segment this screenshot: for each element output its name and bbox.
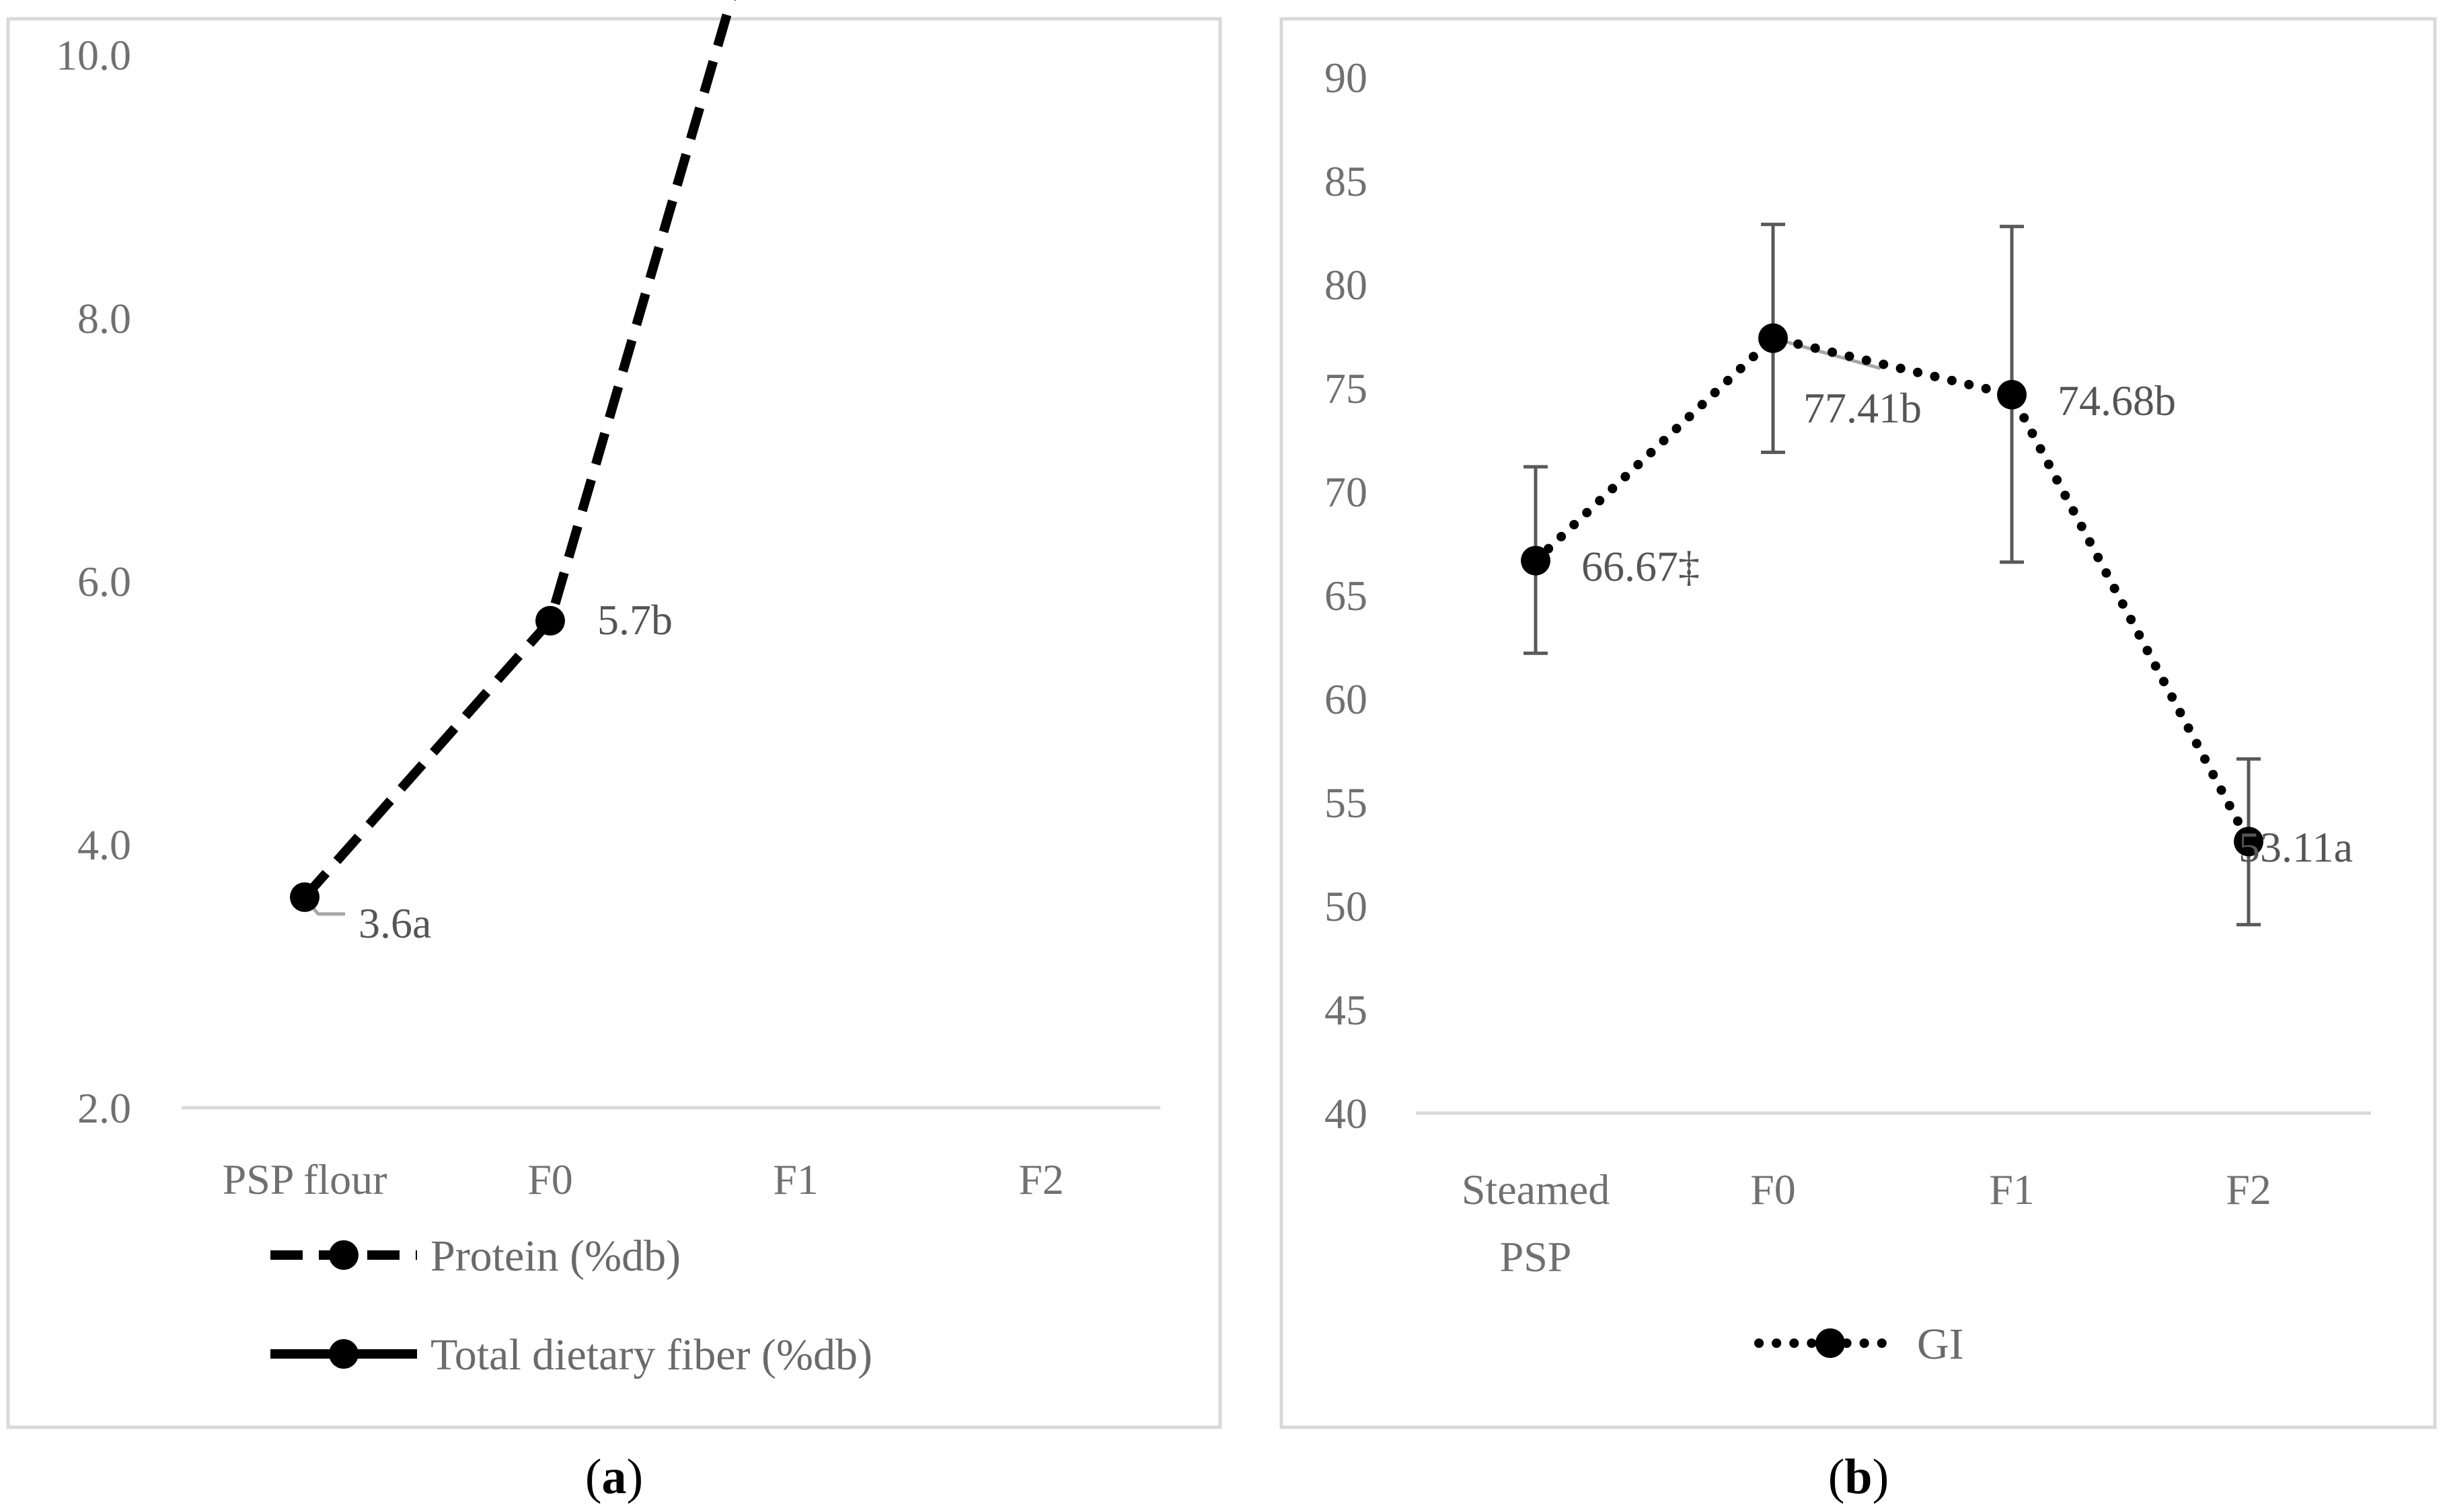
panel-b-frame (1279, 17, 2437, 1429)
panel-b-y-ticks: 40 45 50 55 60 65 70 75 80 85 90 (1324, 54, 1367, 1137)
panel-b-caption: (b) (1828, 1449, 1889, 1505)
panel-b-y-tick-90: 90 (1324, 54, 1367, 102)
panel-b-y-tick-85: 85 (1324, 157, 1367, 205)
panel-b-y-tick-70: 70 (1324, 468, 1367, 516)
panel-a-x-tick-psp-flour: PSP flour (223, 1156, 387, 1203)
panel-a-points (290, 605, 565, 912)
panel-b-y-tick-50: 50 (1324, 882, 1367, 930)
panel-b-data-labels: 66.67‡ 77.41b 74.68b 53.11a (1581, 377, 2353, 871)
panel-b-point-f1 (1997, 379, 2027, 410)
panel-a-point-protein-db-psp-flour (290, 882, 319, 912)
panel-b-point-f2 (2234, 827, 2263, 857)
panel-b-x-tick-f2: F2 (2226, 1166, 2271, 1213)
panel-b-label-f0: 77.41b (1803, 384, 1922, 432)
panel-a-leader-lines (303, 896, 345, 916)
panel-b-points (1521, 323, 2263, 857)
panel-a-point-protein-db-f0 (535, 605, 565, 636)
panel-b-line-gi (1531, 333, 2253, 847)
panel-b-leader-lines (1772, 336, 1881, 371)
panel-a-x-tick-f2: F2 (1018, 1156, 1064, 1203)
panel-b-label-steamed-psp: 66.67‡ (1581, 543, 1700, 591)
legend-protein-label: Protein (%db) (430, 1232, 681, 1281)
panel-a-y-tick-8-0: 8.0 (77, 295, 131, 342)
panel-b-y-tick-65: 65 (1324, 572, 1367, 619)
panel-b-y-tick-60: 60 (1324, 675, 1367, 723)
panel-a-series-lines (301, 0, 737, 901)
panel-b-x-tick-f1: F1 (1989, 1166, 2035, 1213)
panel-a-label-protein-db-f0: 5.7b (597, 596, 673, 644)
legend-gi-label: GI (1917, 1320, 1964, 1369)
legend-fiber-marker-icon (329, 1339, 359, 1369)
panel-a-y-ticks: 2.04.06.08.010.012.014.016.0 (56, 31, 131, 1132)
panel-b-leader-f0 (1772, 336, 1881, 371)
legend-protein-marker-icon (329, 1240, 359, 1270)
panel-b-x-ticks: Steamed PSP F0 F1 F2 (1462, 1166, 2271, 1281)
panel-b-series-lines (1531, 333, 2253, 847)
panel-b-y-tick-80: 80 (1324, 261, 1367, 309)
panel-b-y-tick-75: 75 (1324, 365, 1367, 412)
panel-b-y-tick-40: 40 (1324, 1090, 1367, 1137)
panel-a-data-labels: 3.6a5.7b12.1c14.1d12.3b10.8a13.7c17.2d (359, 596, 673, 947)
legend-fiber-label: Total dietary fiber (%db) (430, 1330, 872, 1379)
panel-b-point-steamed-psp (1521, 545, 1550, 576)
panel-a: 2.04.06.08.010.012.014.016.0 PSP flourF0… (6, 0, 1222, 1505)
panel-a-legend: Protein (%db) Total dietary fiber (%db) (270, 1232, 872, 1379)
panel-b-y-tick-45: 45 (1324, 986, 1367, 1034)
panel-a-y-tick-4-0: 4.0 (77, 821, 131, 869)
legend-gi-marker-icon (1815, 1328, 1845, 1358)
panel-b-y-tick-55: 55 (1324, 779, 1367, 827)
panel-a-y-tick-2-0: 2.0 (77, 1084, 131, 1132)
panel-b-legend: GI (1754, 1320, 1964, 1369)
panel-a-x-tick-f0: F0 (527, 1156, 573, 1203)
panel-a-y-tick-10-0: 10.0 (56, 31, 131, 79)
panel-a-y-tick-6-0: 6.0 (77, 558, 131, 605)
panel-b-label-f1: 74.68b (2058, 377, 2176, 424)
panel-a-label-protein-db-psp-flour: 3.6a (359, 899, 431, 947)
panel-b-point-f0 (1758, 323, 1788, 353)
panel-a-caption: (a) (585, 1449, 643, 1505)
panel-b-x-tick-f0: F0 (1750, 1166, 1796, 1213)
panel-a-x-ticks: PSP flour F0 F1 F2 (223, 1156, 1064, 1203)
panel-b-label-f2: 53.11a (2239, 823, 2353, 871)
panel-a-line-protein-db (301, 0, 737, 901)
panel-b-x-tick-steamed-psp: Steamed PSP (1462, 1166, 1610, 1281)
panel-a-frame (6, 17, 1222, 1429)
panel-a-x-tick-f1: F1 (773, 1156, 819, 1203)
